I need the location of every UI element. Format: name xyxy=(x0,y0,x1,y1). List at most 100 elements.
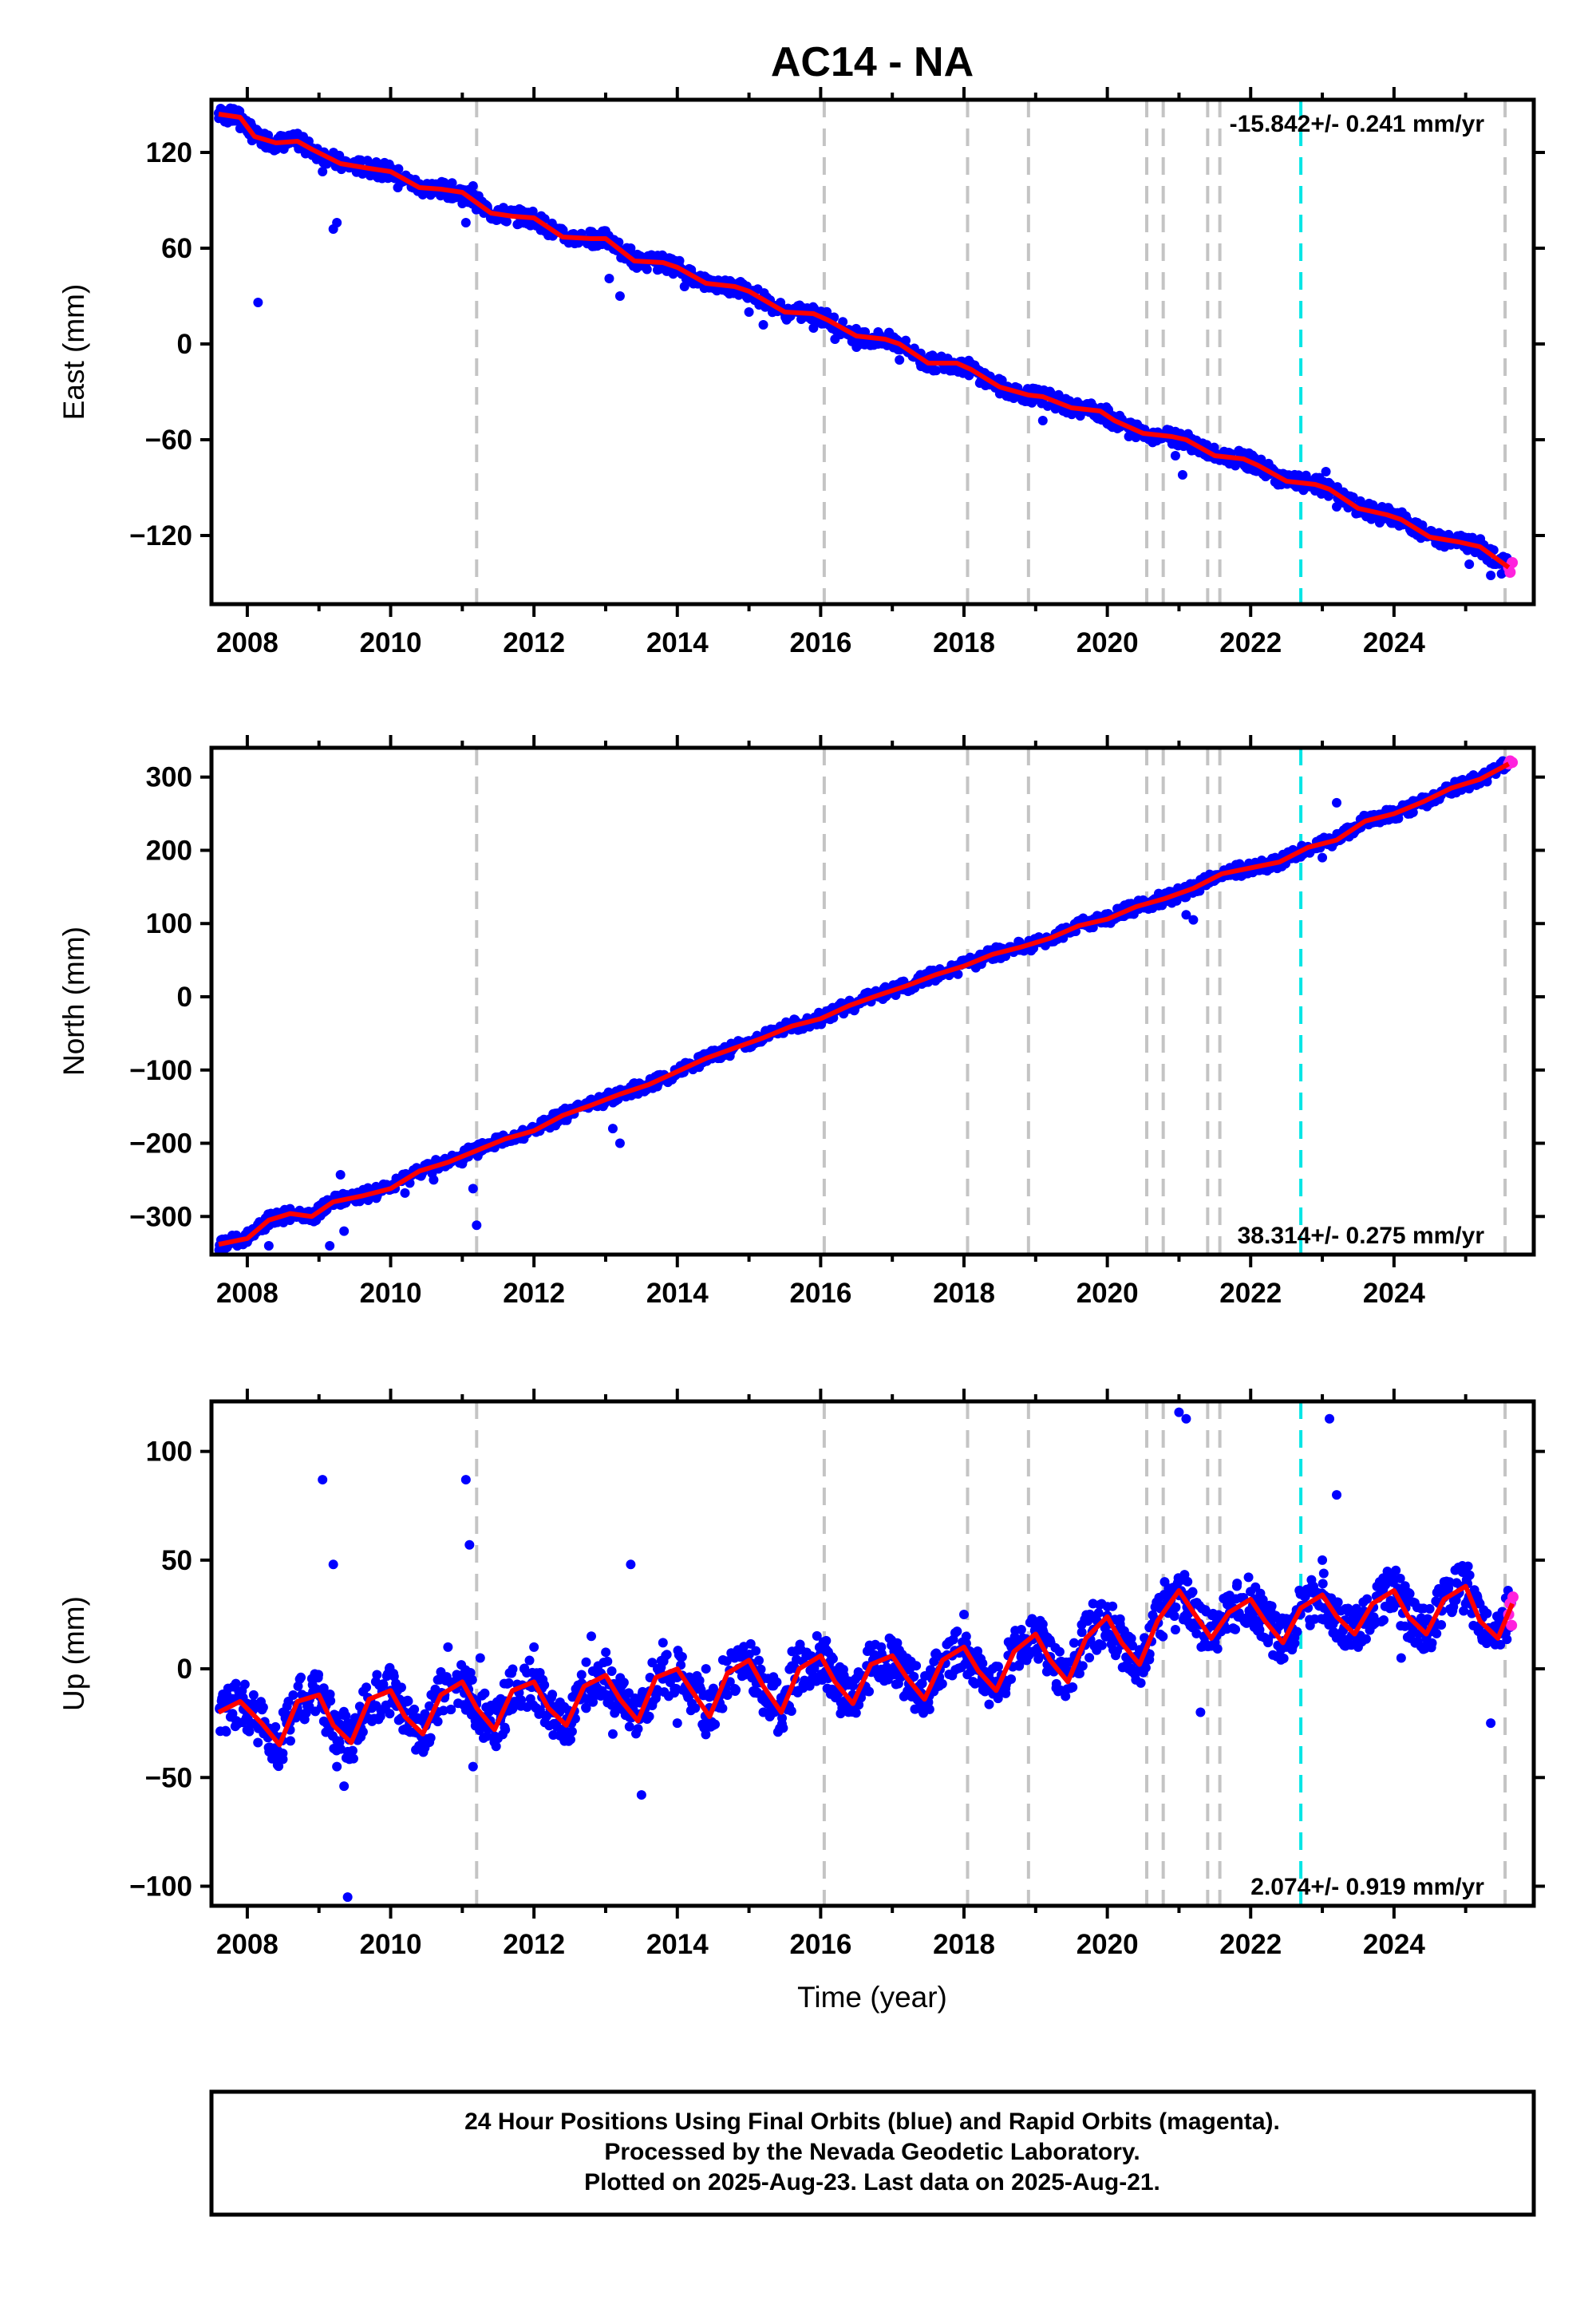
final-orbit-point xyxy=(1093,1608,1104,1618)
final-orbit-point xyxy=(838,317,848,327)
final-orbit-point xyxy=(1069,1638,1079,1648)
final-orbit-point xyxy=(348,1753,358,1764)
final-orbit-point xyxy=(1054,1646,1065,1657)
final-orbit-point xyxy=(931,366,942,376)
y-tick-label: −100 xyxy=(129,1055,192,1086)
final-orbit-point xyxy=(1348,492,1358,503)
final-orbit-point xyxy=(1353,1642,1363,1652)
final-orbit-point xyxy=(271,1721,281,1732)
x-tick-label: 2016 xyxy=(789,1929,851,1960)
x-tick-label: 2018 xyxy=(933,1929,995,1960)
final-orbit-point xyxy=(516,1695,527,1705)
x-tick-label: 2014 xyxy=(646,627,709,658)
final-orbit-point xyxy=(1436,1620,1447,1630)
final-orbit-point xyxy=(397,1682,407,1693)
final-orbit-point xyxy=(1231,1624,1241,1634)
final-orbit-point xyxy=(1096,1640,1107,1650)
final-orbit-point xyxy=(778,1723,788,1733)
final-orbit-point xyxy=(567,1726,577,1737)
final-orbit-point xyxy=(1059,406,1069,416)
final-orbit-point xyxy=(614,291,625,301)
final-orbit-point xyxy=(1486,1718,1496,1729)
final-orbit-point xyxy=(601,1647,611,1658)
final-orbit-point xyxy=(586,1631,596,1642)
final-orbit-point xyxy=(480,1688,490,1698)
final-orbit-point xyxy=(1195,1707,1206,1717)
final-orbit-point xyxy=(745,1638,756,1649)
final-orbit-point xyxy=(1126,1634,1136,1644)
y-tick-label: 0 xyxy=(177,1654,192,1685)
final-orbit-point xyxy=(325,1240,335,1251)
y-tick-label: 200 xyxy=(146,835,192,866)
final-orbit-point xyxy=(690,1703,701,1713)
final-orbit-point xyxy=(472,1220,482,1231)
final-orbit-point xyxy=(978,1658,988,1669)
east-panel: 120 60 0 −60 −120 2008 2010 2012 2014 2016 2018 202… xyxy=(57,87,1545,658)
final-orbit-point xyxy=(1181,910,1191,920)
final-orbit-point xyxy=(1181,1413,1191,1424)
final-orbit-point xyxy=(1362,1594,1373,1604)
final-orbit-point xyxy=(1317,1555,1328,1565)
final-orbit-point xyxy=(1495,1639,1506,1650)
final-orbit-point xyxy=(1321,467,1331,476)
final-orbit-point xyxy=(644,1711,654,1721)
final-orbit-point xyxy=(244,1726,255,1737)
x-tick-label: 2018 xyxy=(933,627,995,658)
final-orbit-point xyxy=(278,1707,288,1717)
final-orbit-point xyxy=(1439,1577,1449,1587)
final-orbit-point xyxy=(1167,898,1177,908)
final-orbit-point xyxy=(694,1675,705,1686)
final-orbit-point xyxy=(1033,1651,1044,1662)
final-orbit-point xyxy=(809,1663,820,1674)
x-tick-label: 2010 xyxy=(360,1929,422,1960)
rapid-orbit-point xyxy=(1507,1591,1519,1603)
final-orbit-point xyxy=(1317,1579,1328,1589)
final-orbit-point xyxy=(658,1638,668,1648)
final-orbit-point xyxy=(1332,797,1342,808)
final-orbit-point xyxy=(926,1666,936,1676)
final-orbit-point xyxy=(626,243,636,253)
final-orbit-point xyxy=(1169,1611,1179,1621)
final-orbit-point xyxy=(221,1726,231,1737)
final-orbit-point xyxy=(239,1679,250,1690)
final-orbit-point xyxy=(1266,1601,1277,1611)
final-orbit-point xyxy=(1140,1633,1150,1643)
final-orbit-point xyxy=(1074,1668,1084,1678)
final-orbit-point xyxy=(1486,571,1496,580)
final-orbit-point xyxy=(258,1702,268,1713)
final-orbit-point xyxy=(762,1698,772,1709)
final-orbit-point xyxy=(446,1704,456,1714)
final-orbit-point xyxy=(318,167,328,176)
final-orbit-point xyxy=(1400,1621,1410,1631)
final-orbit-point xyxy=(772,1677,782,1687)
final-orbit-point xyxy=(508,1664,518,1674)
final-orbit-point xyxy=(804,1681,815,1691)
final-orbit-point xyxy=(895,355,905,365)
final-orbit-point xyxy=(633,1724,643,1734)
y-tick-label: 100 xyxy=(146,1437,192,1468)
final-orbit-point xyxy=(1136,1678,1146,1688)
final-orbit-point xyxy=(1361,1634,1371,1644)
final-orbit-point xyxy=(378,1680,389,1690)
final-orbit-point xyxy=(296,1672,306,1682)
final-orbit-point xyxy=(1502,1634,1512,1645)
final-orbit-point xyxy=(539,1680,550,1690)
y-tick-label: 100 xyxy=(146,908,192,939)
final-orbit-point xyxy=(1333,1597,1343,1607)
final-orbit-point xyxy=(987,1664,998,1674)
x-tick-label: 2020 xyxy=(1077,1278,1139,1309)
final-orbit-point xyxy=(464,1539,475,1550)
x-tick-label: 2022 xyxy=(1219,1929,1282,1960)
rapid-orbit-point xyxy=(1507,757,1519,769)
final-orbit-point xyxy=(339,1781,350,1792)
final-orbit-point xyxy=(642,264,652,275)
final-orbit-point xyxy=(524,1655,535,1666)
x-tick-label: 2024 xyxy=(1363,1278,1425,1309)
final-orbit-point xyxy=(636,1790,646,1800)
final-orbit-point xyxy=(393,164,404,174)
y-tick-label: −100 xyxy=(129,1871,192,1902)
final-orbit-point xyxy=(952,1626,962,1637)
final-orbit-point xyxy=(777,1713,788,1723)
final-orbit-point xyxy=(475,1653,485,1663)
final-orbit-point xyxy=(429,1175,439,1185)
